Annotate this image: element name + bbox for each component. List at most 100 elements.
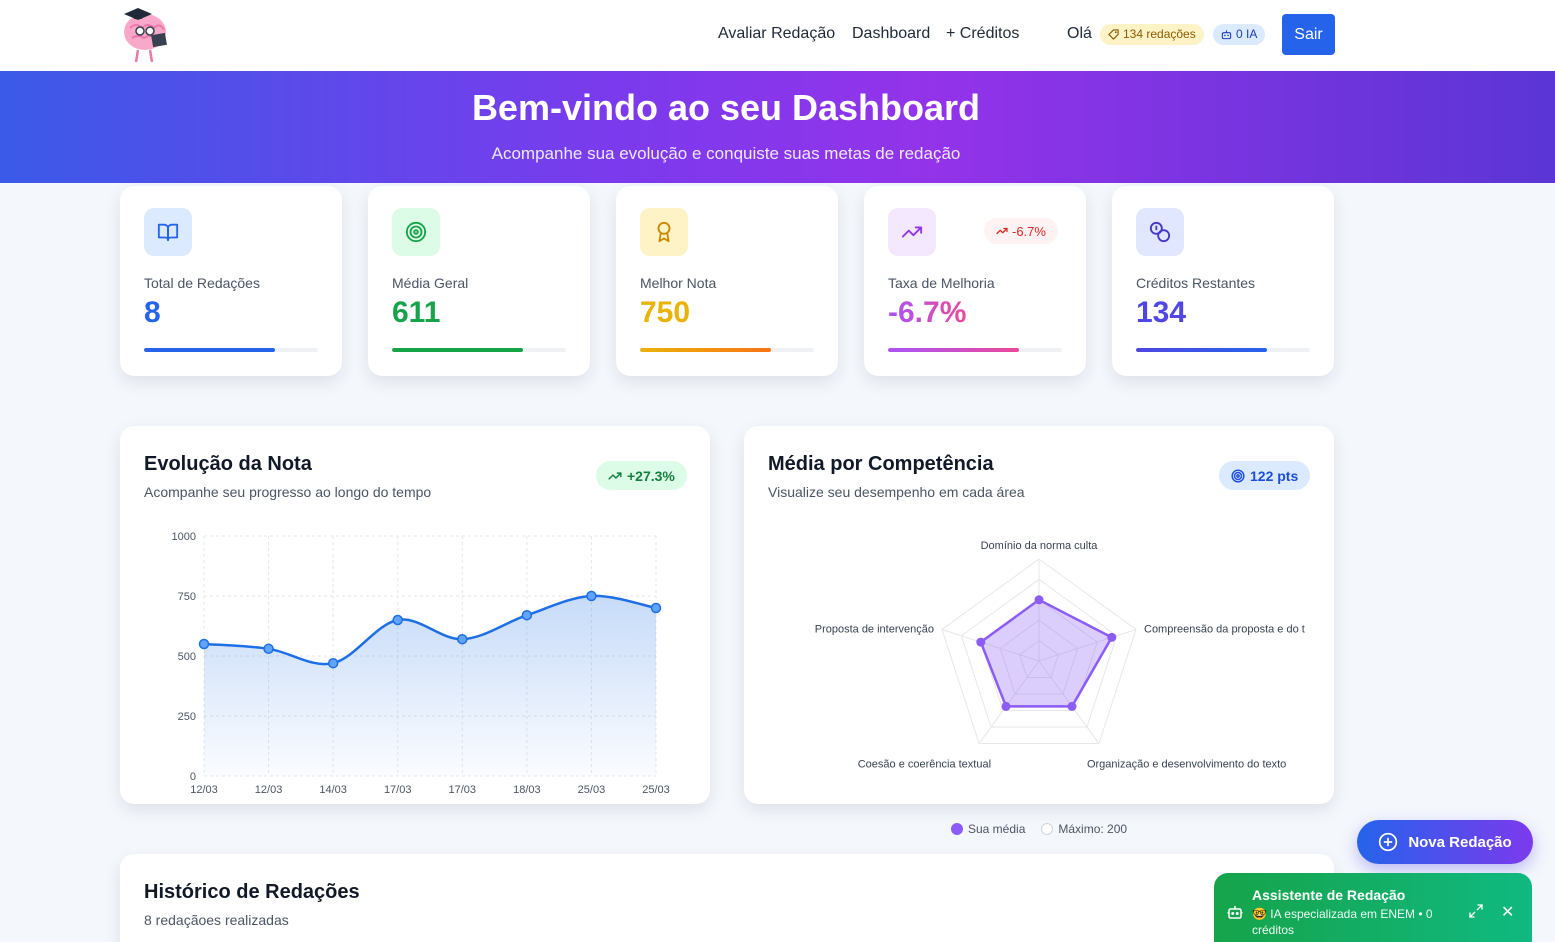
assistant-description: 🤓 IA especializada em ENEM • 0 créditos [1252,907,1433,937]
stat-label: Créditos Restantes [1136,275,1256,291]
legend-item-sua-media[interactable]: Sua média [951,822,1025,836]
stat-progress [888,348,1062,352]
data-point [263,643,274,655]
series-area [204,595,656,776]
data-point [392,614,403,626]
hero-subtitle: Acompanhe sua evolução e conquiste suas … [491,144,961,163]
stat-progress [392,348,566,352]
nav-creditos[interactable]: + Créditos [946,25,1020,42]
radar-grid-ring [941,558,1137,745]
stat-value: 611 [392,296,441,329]
data-point [457,633,468,645]
logout-button[interactable]: Sair [1282,14,1335,55]
stat-label: Total de Redações [144,275,260,291]
history-subtitle: 8 redaçãoes realizadas [144,912,289,928]
hero-banner: Bem-vindo ao seu Dashboard Acompanhe sua… [0,71,1555,183]
competencia-panel: Média por Competência Visualize seu dese… [744,426,1334,804]
series-line [203,594,657,666]
evolution-title: Evolução da Nota [144,453,312,475]
radar-spoke [1038,660,1100,744]
data-point [198,638,210,650]
radar-point [1034,595,1044,605]
legend-item-maximo[interactable]: Máximo: 200 [1041,822,1127,836]
y-tick-label: 0 [190,771,196,783]
legend-swatch [1041,823,1054,835]
x-tick-label: 12/03 [190,784,218,796]
radar-grid-ring [1019,639,1059,679]
award-icon [640,208,688,256]
tag-icon [1108,29,1119,40]
stat-value: 134 [1136,296,1187,329]
legend-label: Máximo: 200 [1058,822,1128,836]
navbar: Avaliar Redação Dashboard + Créditos Olá… [0,0,1555,71]
brain-mascot-logo[interactable] [116,4,176,64]
ia-badge-label: 0 IA [1236,27,1258,41]
competencia-badge-value: 122 pts [1250,467,1299,484]
legend-swatch [951,823,963,835]
x-tick-label: 12/03 [255,784,283,796]
stat-progress [640,348,814,352]
plus-circle-icon [1379,832,1398,852]
assistant-widget[interactable]: Assistente de Redação 🤓 IA especializada… [1214,873,1532,942]
x-tick-label: 14/03 [319,784,347,796]
book-icon [144,208,192,256]
radar-legend: Sua média Máximo: 200 [951,822,1127,836]
competencia-subtitle: Visualize seu desempenho em cada área [768,484,1025,500]
radar-grid-ring [960,578,1118,728]
close-icon[interactable]: ✕ [1501,904,1515,921]
legend-label: Sua média [968,822,1026,836]
credits-badge-label: 134 redações [1123,27,1196,41]
stat-progress [1136,348,1310,352]
assistant-title: Assistente de Redação [1252,887,1406,903]
trend-badge: -6.7% [984,218,1058,244]
stat-value: 8 [144,296,161,329]
nova-redacao-label: Nova Redação [1408,833,1512,851]
robot-icon [1221,30,1232,40]
nav-dashboard[interactable]: Dashboard [852,25,931,42]
stat-label: Média Geral [392,275,469,291]
radar-point [1107,632,1117,642]
radar-spoke [941,629,1040,662]
evolution-subtitle: Acompanhe seu progresso ao longo do temp… [144,484,432,500]
stat-card-creditos-restantes: Créditos Restantes 134 [1112,186,1334,376]
expand-icon[interactable] [1468,903,1484,919]
radar-point [976,637,986,647]
x-tick-label: 17/03 [449,784,477,796]
stat-card-media-geral: Média Geral 611 [368,186,590,376]
target-icon [392,208,440,256]
credits-badge: 134 redações [1100,24,1204,45]
trending-up-icon [608,471,622,480]
data-point [586,590,597,602]
x-tick-label: 25/03 [578,784,606,796]
y-tick-label: 500 [178,651,196,663]
evolution-panel: Evolução da Nota Acompanhe seu progresso… [120,426,710,804]
history-title: Histórico de Redações [144,881,360,903]
stat-progress [144,348,318,352]
trending-up-icon [996,227,1008,235]
stat-card-melhor-nota: Melhor Nota 750 [616,186,838,376]
nav-avaliar-redacao[interactable]: Avaliar Redação [718,25,836,42]
stat-card-taxa-melhoria: -6.7% Taxa de Melhoria -6.7% [864,186,1086,376]
ia-badge: 0 IA [1213,24,1266,45]
radar-axis-label: Organização e desenvolvimento do texto [1087,759,1286,771]
y-tick-label: 250 [178,711,196,723]
x-tick-label: 25/03 [642,784,670,796]
hero-title: Bem-vindo ao seu Dashboard [471,87,981,128]
evolution-line-chart: 0 250 500 750 1000 12/03 12/03 14/03 17/03 17/03 1… [172,531,670,796]
radar-spoke [1038,629,1137,662]
robot-icon [1227,906,1243,919]
coins-icon [1136,208,1184,256]
nova-redacao-button[interactable]: Nova Redação [1357,820,1533,864]
trending-up-icon [888,208,936,256]
greeting: Olá [1067,25,1092,42]
target-icon [1231,468,1245,483]
trend-value: -6.7% [1012,223,1046,239]
radar-axis-label: Proposta de intervenção [815,623,934,635]
history-panel: Histórico de Redações 8 redaçãoes realiz… [120,854,1334,942]
radar-grid-ring [999,619,1079,695]
data-point [327,657,339,669]
evolution-badge-value: +27.3% [627,467,675,484]
radar-point [1001,701,1011,711]
competencia-badge: 122 pts [1219,461,1311,490]
y-tick-label: 750 [178,591,196,603]
